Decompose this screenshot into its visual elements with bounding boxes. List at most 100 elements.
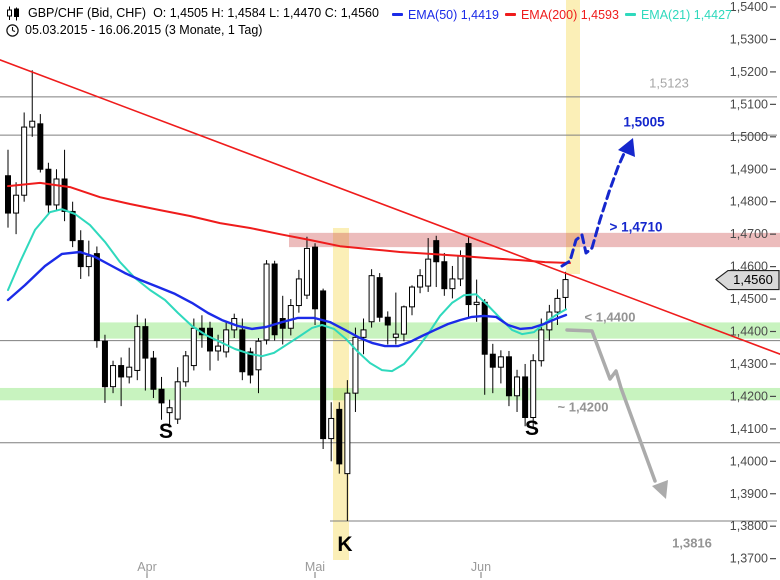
clock-icon [6,23,19,37]
candle-body [69,210,76,242]
price-tag: 1,4560 [715,269,780,291]
price-tick-label: 1,3800 [730,519,768,533]
candle-body [522,376,529,418]
price-tick-label: 1,4300 [730,357,768,371]
price-tick-label: 1,5000 [730,130,768,144]
price-tick-label: 1,4100 [730,422,768,436]
legend-item-ema50: EMA(50) 1,4419 [391,7,499,22]
levels-layer [0,96,780,522]
price-tick-label: 1,5200 [730,65,768,79]
candle-body [336,408,343,465]
candle-body [384,316,391,326]
chart-subheader: 05.03.2015 - 16.06.2015 (3 Monate, 1 Tag… [6,23,262,37]
candle-body [328,417,335,440]
candle-body [344,392,351,475]
candle-body [158,388,165,404]
candle-body [126,366,133,378]
projection-down-arrow [565,328,657,483]
projection-up-arrow-head [618,138,635,157]
candle-body [13,194,20,214]
candle-body [303,247,310,296]
candle-body [409,286,415,308]
candle-body [53,178,60,206]
support-zone-2 [0,387,780,401]
candle-body [312,246,319,310]
candle-body [505,356,512,397]
breakout-band [566,0,580,274]
candle-body [538,329,545,362]
candle-body [37,123,44,170]
candle-body [190,327,197,367]
candlestick-icon [6,6,21,21]
trendline-line [0,59,780,356]
candle-body [166,407,173,414]
legend-dash-icon [391,13,403,16]
candle-body [223,329,230,353]
candle-body [21,126,28,196]
price-tag-label: 1,4560 [733,272,773,287]
candle-body [61,178,68,212]
price-tag-shape [715,269,780,291]
candle-body [287,305,294,329]
price-tick-label: 1,4400 [730,325,768,339]
candle-body [352,336,359,394]
candle-body [207,327,213,352]
ohlc-readout: O: 1,4505 H: 1,4584 L: 1,4470 C: 1,4560 [153,6,379,21]
price-tick-label: 1,3900 [730,487,768,501]
candle-body [271,263,278,336]
candle-body [392,333,399,338]
candle-body [368,275,375,323]
candle-body [320,290,327,440]
price-tick-label: 1,4200 [730,389,768,403]
candle-body [247,351,254,376]
candle-body [134,326,141,371]
legend-label: EMA(50) 1,4419 [407,7,499,22]
candle-body [215,345,222,352]
legend-label: EMA(21) 1,4427 [640,7,732,22]
candle-body [118,365,125,378]
candle-body [400,306,407,335]
projection-up-arrow [560,147,628,268]
candle-body [417,275,424,288]
candle-body [295,278,302,307]
candle-body [5,175,11,214]
legend-label: EMA(200) 1,4593 [520,7,619,22]
candle-body [489,353,496,368]
price-tick-label: 1,4800 [730,195,768,209]
candle-body [85,255,92,268]
candle-body [29,120,36,128]
price-tick-label: 1,3700 [730,552,768,566]
ema(200)-line [7,181,571,264]
candle-body [142,326,149,359]
candle-body [425,258,432,287]
candle-body [562,279,569,298]
ema(21)-line [7,208,567,373]
price-tick-label: 1,5300 [730,32,768,46]
candle-body [45,168,52,206]
date-range: 05.03.2015 - 16.06.2015 (3 Monate, 1 Tag… [25,23,263,37]
legend-item-ema21: EMA(21) 1,4427 [624,7,732,22]
price-tick-label: 1,4000 [730,454,768,468]
price-tick-label: 1,4700 [730,227,768,241]
capitulation-band [333,228,349,560]
candle-body [514,376,521,397]
candle-body [481,301,488,355]
overlays-layer [0,59,780,373]
candle-body [433,240,440,263]
price-tick-label: 1,5100 [730,97,768,111]
candles-layer [5,70,569,522]
candle-body [376,277,383,318]
projection-down-arrow-head [652,480,668,499]
candle-body [360,329,367,338]
candle-body [101,340,108,388]
ema-legend: EMA(50) 1,4419 EMA(200) 1,4593 EMA(21) 1,4… [386,5,732,22]
chart-header: GBP/CHF (Bid, CHF) O: 1,4505 H: 1,4584 L… [6,5,732,22]
candle-body [150,357,157,390]
legend-item-ema200: EMA(200) 1,4593 [504,7,619,22]
price-tick-label: 1,4900 [730,162,768,176]
time-axis [146,572,482,578]
candle-body [465,243,472,306]
resistance-zone [289,232,780,248]
